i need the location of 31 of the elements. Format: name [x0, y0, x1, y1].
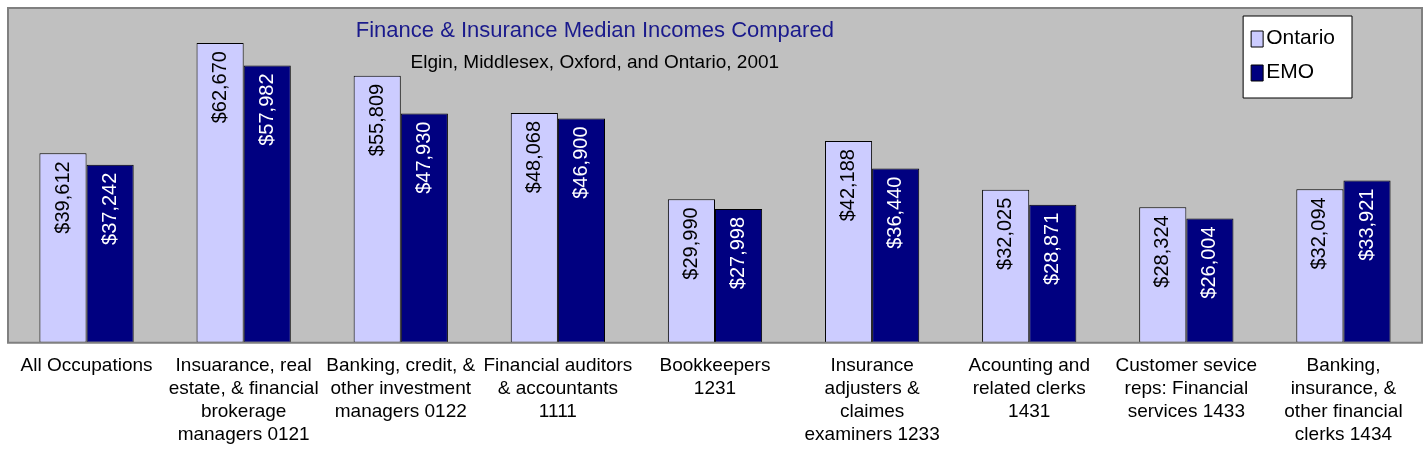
x-tick-label: Customer sevice reps: Financial services 1433: [1115, 354, 1258, 422]
x-tick-label: Bookkeepers 1231: [659, 354, 771, 399]
data-label: $55,809: [364, 83, 387, 157]
data-label: $29,990: [678, 207, 701, 280]
data-label: $39,612: [50, 161, 73, 234]
data-label: $48,068: [521, 120, 544, 194]
data-label: $57,982: [254, 73, 277, 146]
x-tick-label: Acounting and related clerks 1431: [968, 354, 1090, 422]
legend-label: EMO: [1266, 59, 1314, 83]
data-label: $28,324: [1150, 215, 1173, 288]
data-label: $46,900: [568, 126, 591, 199]
data-label: $26,004: [1197, 226, 1220, 299]
x-tick-label: Banking, credit, & other investment managers 0122: [326, 354, 476, 422]
x-tick-label: Financial auditors & accountants 1111: [483, 354, 633, 422]
chart-title: Finance & Insurance Median Incomes Compared: [355, 17, 834, 43]
data-label: $28,871: [1040, 212, 1063, 286]
data-label: $36,440: [883, 176, 906, 249]
data-label: $33,921: [1354, 188, 1377, 261]
data-label: $62,670: [207, 51, 230, 124]
x-tick-label: Insurance adjusters & claimes examiners 1233: [804, 354, 940, 444]
chart-subtitle: Elgin, Middlesex, Oxford, and Ontario, 2001: [410, 50, 780, 72]
data-label: $37,242: [97, 172, 120, 245]
legend-label: Ontario: [1266, 25, 1336, 49]
x-tick-label: Insuarance, real estate, & financial brokerage managers 0121: [168, 354, 319, 444]
data-label: $47,930: [411, 121, 434, 194]
x-tick-label: Banking, insurance, & other financial clerks 1434: [1284, 354, 1403, 444]
data-label: $27,998: [726, 216, 749, 290]
data-label: $32,025: [993, 197, 1016, 270]
data-label: $32,094: [1307, 197, 1330, 270]
data-label: $42,188: [836, 149, 859, 222]
x-tick-label: All Occupations: [20, 354, 153, 376]
